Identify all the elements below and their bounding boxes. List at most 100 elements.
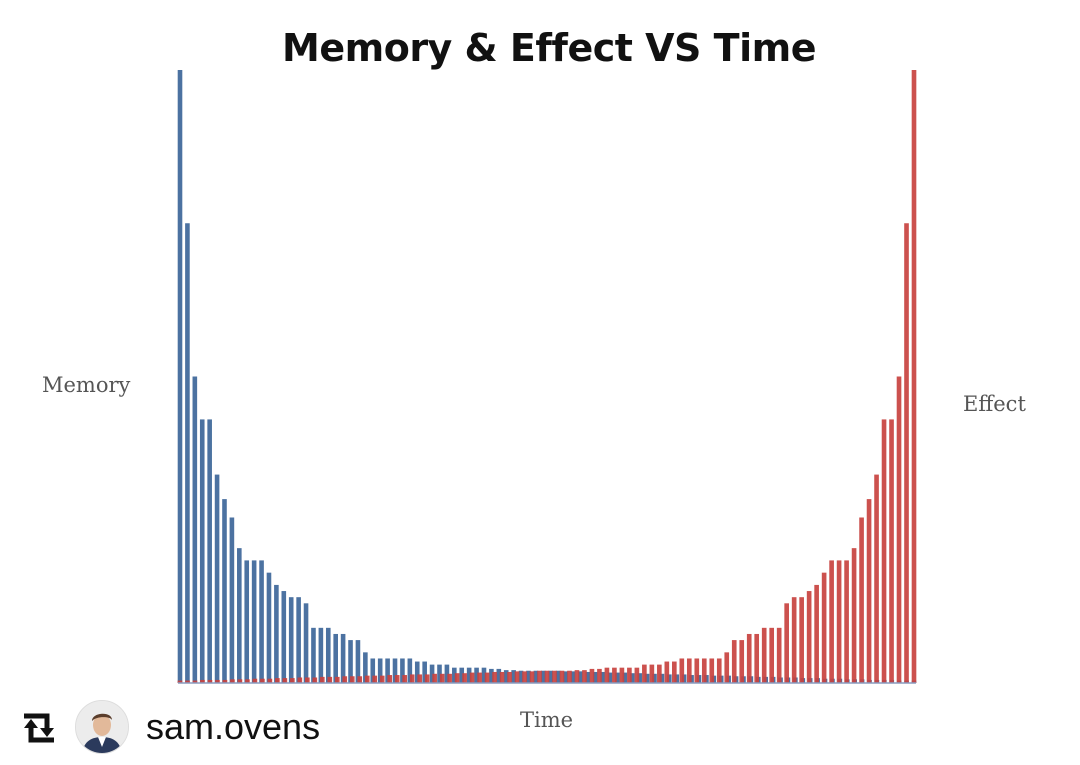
- memory-bar-31: [407, 658, 413, 683]
- username[interactable]: sam.ovens: [146, 706, 321, 747]
- memory-bar-35: [437, 664, 442, 683]
- effect-bar-83: [799, 597, 804, 683]
- memory-bar-59: [615, 672, 620, 683]
- effect-bar-80: [776, 627, 782, 683]
- memory-bar-45: [511, 670, 516, 683]
- memory-bar-48: [533, 670, 539, 683]
- effect-bar-21: [334, 676, 340, 683]
- memory-bar-39: [466, 667, 472, 683]
- memory-bar-64: [652, 673, 657, 683]
- memory-bar-40: [474, 667, 479, 683]
- effect-bar-32: [417, 674, 422, 683]
- effect-bar-64: [657, 664, 662, 683]
- memory-bar-15: [288, 597, 294, 683]
- effect-bar-77: [754, 633, 760, 683]
- memory-bar-47: [526, 670, 531, 683]
- effect-bar-51: [559, 670, 565, 683]
- effect-bar-25: [364, 675, 370, 683]
- effect-bar-53: [574, 670, 580, 683]
- memory-bar-7: [229, 517, 235, 683]
- effect-bar-68: [686, 658, 692, 683]
- effect-bar-27: [379, 675, 385, 683]
- memory-bar-62: [637, 673, 642, 683]
- effect-bar-2: [192, 680, 198, 683]
- effect-bar-61: [634, 667, 640, 683]
- effect-bar-46: [522, 671, 527, 683]
- effect-bar-17: [305, 677, 310, 683]
- memory-bar-51: [555, 670, 561, 683]
- memory-bar-28: [385, 658, 390, 683]
- effect-bar-1: [185, 680, 190, 683]
- effect-bar-18: [312, 677, 318, 683]
- effect-bar-39: [469, 672, 475, 683]
- memory-bar-1: [185, 223, 190, 683]
- effect-bar-95: [889, 419, 894, 683]
- effect-bar-78: [761, 627, 767, 683]
- effect-bar-9: [245, 679, 250, 683]
- effect-bar-63: [649, 664, 655, 683]
- effect-series: [177, 70, 917, 683]
- effect-bar-43: [499, 671, 505, 683]
- effect-bar-73: [724, 652, 730, 683]
- effect-bar-24: [357, 676, 363, 683]
- memory-bar-41: [481, 667, 487, 683]
- memory-bar-20: [325, 627, 331, 683]
- memory-bar-6: [222, 499, 227, 683]
- effect-bar-40: [477, 672, 482, 683]
- memory-bar-36: [444, 664, 450, 683]
- memory-bar-43: [496, 668, 502, 683]
- memory-bar-27: [377, 658, 383, 683]
- effect-bar-37: [454, 673, 460, 683]
- effect-bar-38: [462, 673, 467, 683]
- memory-bar-12: [266, 572, 272, 683]
- effect-bar-56: [597, 668, 602, 683]
- effect-bar-15: [290, 678, 295, 683]
- effect-bar-94: [881, 419, 887, 683]
- effect-bar-49: [544, 670, 550, 683]
- effect-bar-54: [582, 670, 587, 683]
- memory-bar-10: [251, 560, 257, 683]
- effect-bar-7: [230, 679, 235, 683]
- memory-bar-21: [333, 633, 338, 683]
- memory-bar-29: [392, 658, 398, 683]
- effect-bar-52: [567, 670, 572, 683]
- chart-title: Memory & Effect VS Time: [282, 26, 816, 70]
- effect-bar-13: [275, 678, 280, 683]
- memory-bar-54: [578, 671, 583, 683]
- x-axis-label: Time: [520, 708, 574, 732]
- effect-bar-34: [432, 673, 437, 683]
- effect-bar-87: [829, 560, 834, 683]
- repost-icon[interactable]: [17, 710, 61, 746]
- memory-bar-56: [592, 671, 598, 683]
- avatar[interactable]: [75, 700, 129, 754]
- effect-bar-10: [252, 678, 258, 683]
- effect-bar-91: [859, 517, 864, 683]
- effect-bar-90: [851, 548, 857, 683]
- effect-bar-96: [896, 376, 902, 683]
- memory-bar-49: [540, 670, 546, 683]
- memory-bar-26: [370, 658, 376, 683]
- memory-bar-37: [452, 667, 457, 683]
- memory-bar-68: [681, 674, 687, 683]
- memory-bar-23: [348, 640, 353, 683]
- avatar-icon: [76, 701, 128, 753]
- memory-bar-17: [303, 603, 309, 683]
- memory-bar-66: [667, 674, 672, 683]
- effect-bar-57: [604, 667, 610, 683]
- effect-bar-55: [589, 668, 595, 683]
- effect-bar-33: [424, 674, 430, 683]
- memory-bar-5: [214, 474, 220, 683]
- memory-bar-46: [518, 670, 524, 683]
- memory-bar-16: [296, 597, 301, 683]
- effect-bar-85: [814, 584, 819, 683]
- memory-bar-19: [318, 627, 324, 683]
- effect-bar-4: [207, 679, 213, 683]
- memory-bar-38: [459, 667, 465, 683]
- effect-bar-84: [806, 591, 812, 683]
- effect-bar-47: [529, 671, 535, 683]
- memory-bar-2: [192, 376, 198, 683]
- memory-bar-44: [503, 670, 509, 683]
- effect-bar-12: [267, 678, 273, 683]
- effect-bar-30: [402, 675, 408, 683]
- memory-bar-4: [207, 419, 212, 683]
